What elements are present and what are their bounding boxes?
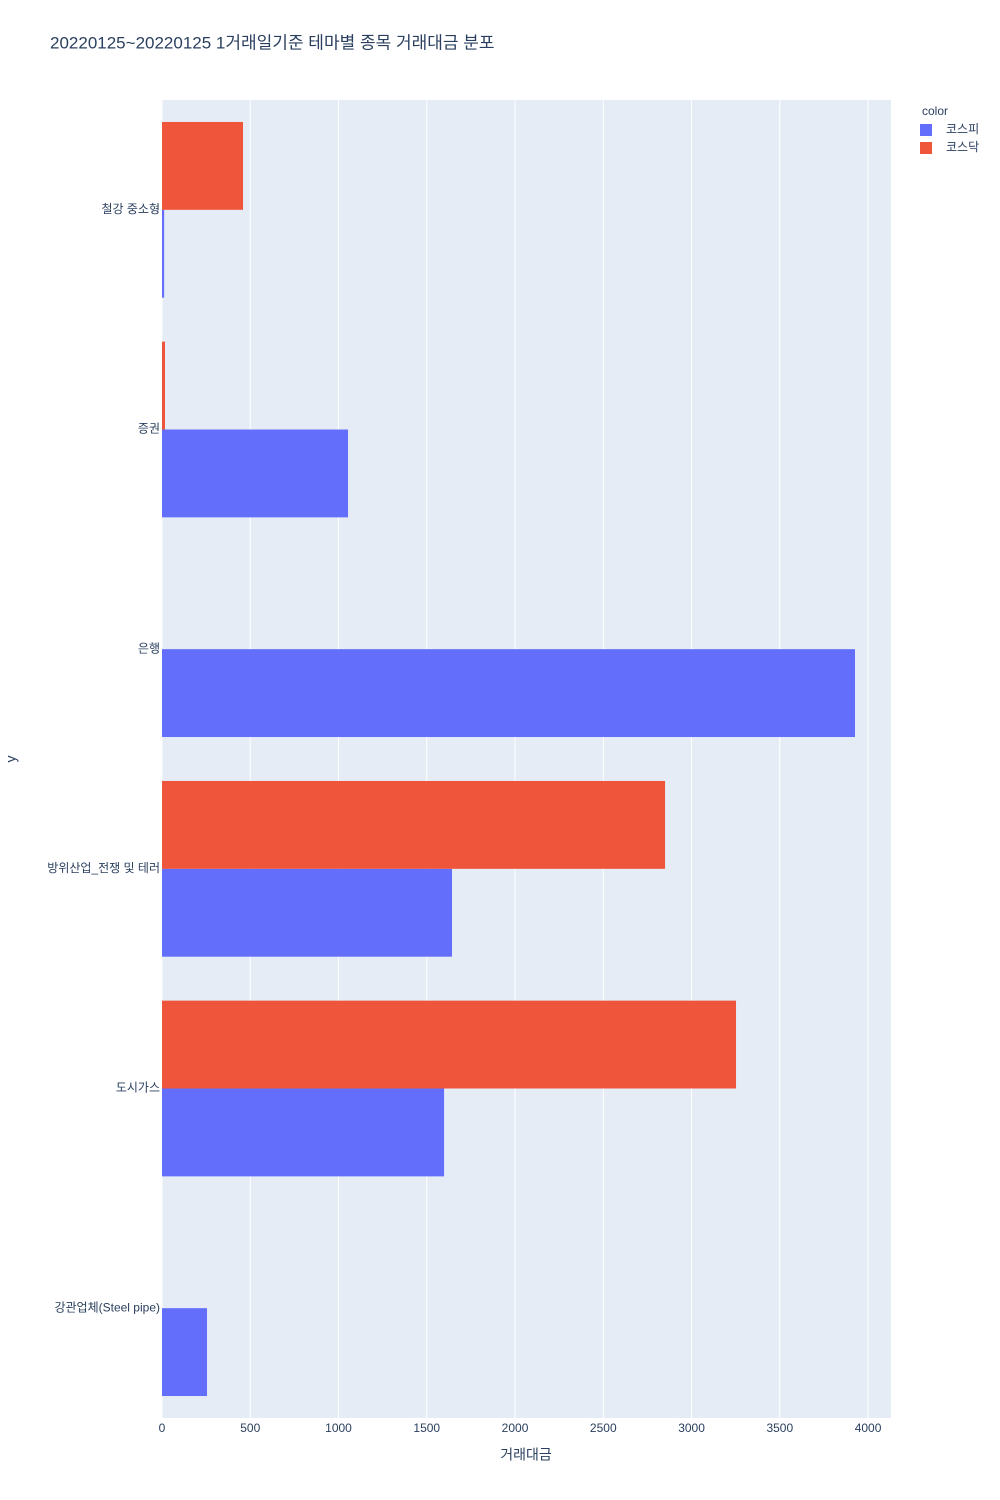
plot-background — [162, 100, 891, 1418]
legend-label: 코스피 — [946, 122, 979, 136]
x-tick-label: 2000 — [502, 1421, 529, 1435]
y-tick-label: 철강 중소형 — [101, 202, 160, 216]
y-tick-label: 은행 — [138, 640, 160, 655]
bar — [162, 341, 166, 430]
bar — [162, 649, 855, 738]
y-tick-label: 증권 — [138, 422, 160, 436]
bar — [162, 868, 453, 957]
y-tick-label: 방위산업_전쟁 및 테러 — [47, 861, 160, 875]
x-tick-label: 2500 — [590, 1421, 617, 1435]
legend-swatch — [920, 142, 932, 154]
x-tick-label: 500 — [240, 1421, 260, 1435]
x-tick-label: 1000 — [325, 1421, 352, 1435]
bar — [162, 780, 666, 869]
legend-label: 코스닥 — [946, 140, 979, 154]
legend-swatch — [920, 124, 932, 136]
x-tick-label: 3000 — [678, 1421, 705, 1435]
x-tick-label: 4000 — [855, 1421, 882, 1435]
x-axis-title: 거래대금 — [500, 1447, 552, 1463]
x-tick-label: 1500 — [413, 1421, 440, 1435]
bar — [162, 1000, 737, 1089]
bar — [162, 209, 165, 298]
bar — [162, 121, 244, 210]
chart-title: 20220125~20220125 1거래일기준 테마별 종목 거래대금 분포 — [50, 33, 495, 52]
legend-title: color — [922, 104, 948, 118]
x-tick-label: 3500 — [766, 1421, 793, 1435]
y-tick-label: 강관업체(Steel pipe) — [54, 1300, 160, 1314]
y-axis-title: y — [3, 756, 19, 763]
x-tick-label: 0 — [159, 1421, 166, 1435]
bar — [162, 1088, 445, 1177]
bar — [162, 429, 349, 518]
y-tick-label: 도시가스 — [116, 1081, 160, 1095]
bar — [162, 1308, 208, 1397]
